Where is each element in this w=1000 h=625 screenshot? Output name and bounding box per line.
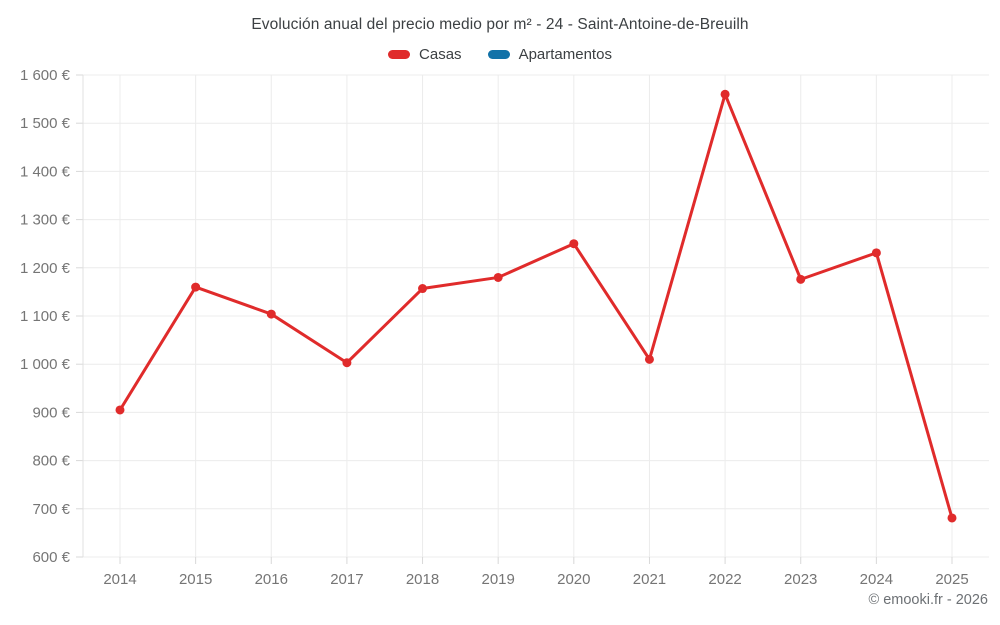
copyright-credit: © emooki.fr - 2026: [868, 592, 988, 608]
y-axis-label: 1 100 €: [20, 308, 71, 325]
x-axis-label: 2023: [784, 571, 817, 588]
data-point-casas-2014[interactable]: [115, 405, 125, 415]
x-axis-label: 2014: [103, 571, 136, 588]
x-axis-label: 2019: [481, 571, 514, 588]
legend-item-casas[interactable]: Casas: [388, 46, 462, 63]
data-point-casas-2020[interactable]: [569, 239, 579, 249]
data-point-casas-2022[interactable]: [720, 89, 730, 99]
legend-item-apartamentos[interactable]: Apartamentos: [487, 46, 612, 63]
data-point-casas-2016[interactable]: [266, 309, 276, 319]
data-point-casas-2018[interactable]: [418, 284, 428, 294]
y-axis-label: 800 €: [32, 453, 70, 470]
chart-title: Evolución anual del precio medio por m² …: [251, 16, 749, 33]
data-point-casas-2019[interactable]: [493, 272, 503, 282]
x-axis-label: 2015: [179, 571, 212, 588]
x-axis-label: 2018: [406, 571, 439, 588]
x-axis-label: 2016: [255, 571, 288, 588]
x-axis-label: 2020: [557, 571, 590, 588]
x-axis-label: 2022: [708, 571, 741, 588]
y-axis-label: 1 500 €: [20, 115, 71, 132]
data-point-casas-2025[interactable]: [947, 513, 957, 523]
y-axis-label: 900 €: [32, 404, 70, 421]
legend-swatch-casas: [388, 50, 411, 59]
y-axis-label: 1 400 €: [20, 163, 71, 180]
series-line-casas: [118, 92, 954, 520]
x-axis-label: 2021: [633, 571, 666, 588]
chart-legend: Casas Apartamentos: [0, 46, 1000, 63]
y-axis-label: 1 000 €: [20, 356, 71, 373]
data-point-casas-2021[interactable]: [644, 354, 654, 364]
x-axis-label: 2017: [330, 571, 363, 588]
data-point-casas-2015[interactable]: [191, 282, 201, 292]
legend-label-apartamentos: Apartamentos: [518, 46, 612, 63]
y-axis-label: 700 €: [32, 501, 70, 518]
legend-swatch-apartamentos: [487, 50, 510, 59]
x-axis-label: 2024: [860, 571, 893, 588]
y-axis-label: 1 200 €: [20, 260, 71, 277]
y-axis-label: 600 €: [32, 549, 70, 566]
data-point-casas-2023[interactable]: [796, 274, 806, 284]
y-axis-label: 1 300 €: [20, 212, 71, 229]
data-point-casas-2017[interactable]: [342, 358, 352, 368]
x-axis-label: 2025: [935, 571, 968, 588]
legend-label-casas: Casas: [419, 46, 462, 63]
data-point-casas-2024[interactable]: [871, 248, 881, 258]
y-axis-label: 1 600 €: [20, 67, 71, 84]
